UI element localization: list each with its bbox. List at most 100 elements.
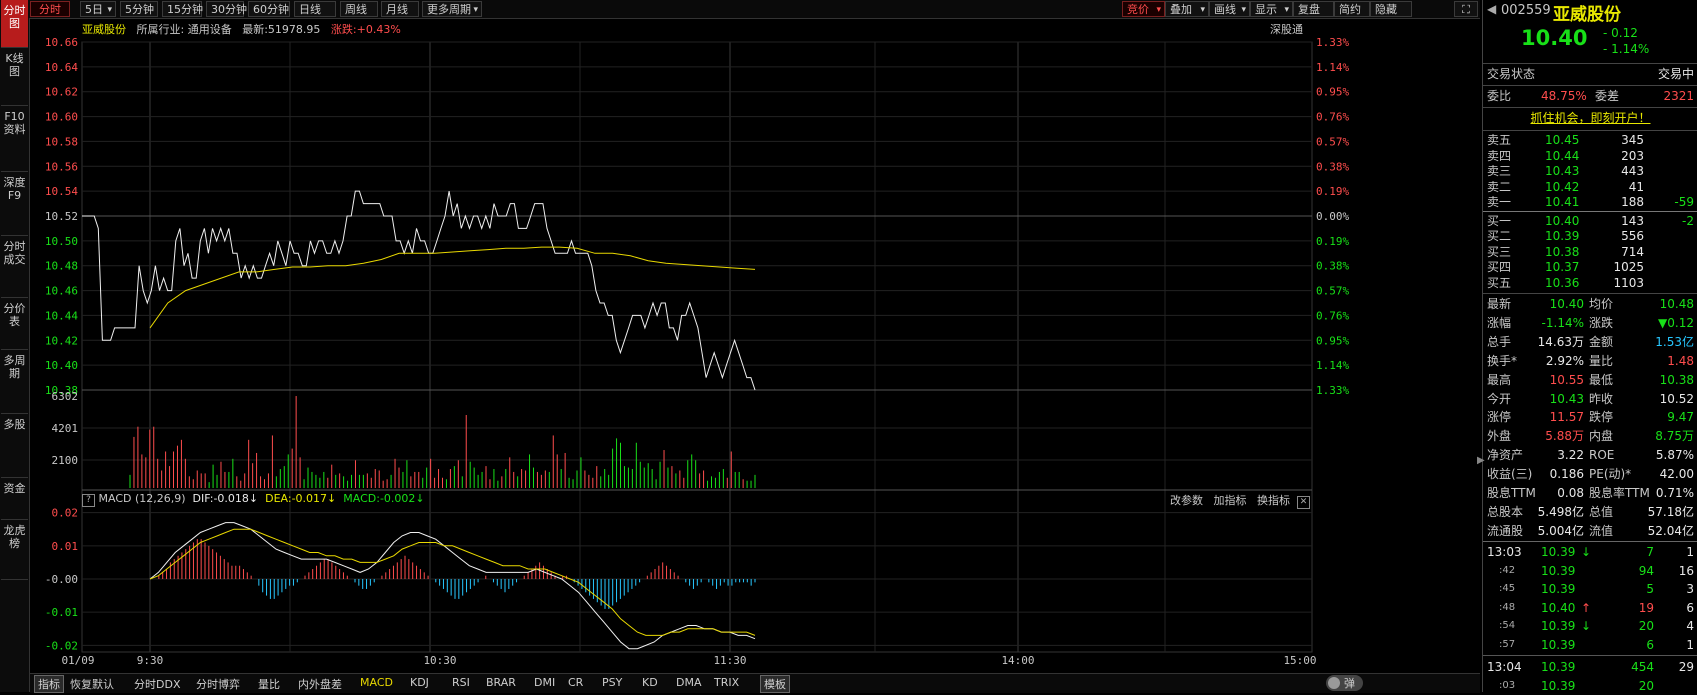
stat-label: 金额 bbox=[1589, 334, 1614, 349]
trade-count: 6 bbox=[1686, 600, 1694, 615]
bid-price: 10.37 bbox=[1545, 260, 1580, 274]
indicator-tab-7[interactable]: KDJ bbox=[410, 676, 429, 689]
stat-value: 2.92% bbox=[1545, 353, 1584, 368]
period-tab-7[interactable]: 周线 bbox=[340, 1, 378, 17]
close-icon[interactable]: ✕ bbox=[1297, 496, 1310, 509]
edit-params-button[interactable]: 改参数 bbox=[1170, 494, 1203, 507]
help-icon[interactable]: ? bbox=[82, 494, 95, 507]
indicator-tab-9[interactable]: BRAR bbox=[486, 676, 516, 689]
view-tab-资金[interactable]: 资金 bbox=[1, 478, 28, 520]
pct-tick-label: 0.19% bbox=[1316, 235, 1349, 248]
stat-value: 0.71% bbox=[1655, 486, 1694, 500]
indicator-tab-4[interactable]: 量比 bbox=[258, 678, 280, 691]
trade-volume: 454 bbox=[1631, 660, 1654, 674]
trade-row: 13:03 10.39 ↓ 7 1 bbox=[1483, 543, 1697, 561]
ask-label: 卖三 bbox=[1487, 164, 1512, 178]
indicator-tab-10[interactable]: DMI bbox=[534, 676, 556, 689]
stats-row: 股息TTM 0.08 股息率TTM 0.71% bbox=[1483, 484, 1697, 502]
price-tick-label: 10.40 bbox=[45, 359, 78, 372]
indicator-tab-3[interactable]: 分时博弈 bbox=[196, 678, 240, 691]
view-tab-1[interactable]: 叠加 ▾ bbox=[1165, 1, 1209, 17]
indicator-tab-12[interactable]: PSY bbox=[602, 676, 623, 689]
view-tab-分时成交[interactable]: 分时成交 bbox=[1, 236, 28, 298]
switch-indicator-button[interactable]: 换指标 bbox=[1257, 494, 1290, 507]
view-tab-K线图[interactable]: K线图 bbox=[1, 48, 28, 106]
indicator-tab-5[interactable]: 内外盘差 bbox=[298, 678, 342, 691]
pct-tick-label: 0.38% bbox=[1316, 260, 1349, 273]
add-indicator-button[interactable]: 加指标 bbox=[1213, 494, 1247, 507]
period-tab-1[interactable]: 5日 ▾ bbox=[80, 1, 116, 17]
macd-tick-label: -0.01 bbox=[45, 606, 78, 619]
book-divider bbox=[1483, 211, 1697, 212]
current-price: 10.40 bbox=[1521, 26, 1588, 50]
time-tick-label: 15:00 bbox=[1283, 654, 1316, 667]
trade-direction-icon: ↓ bbox=[1581, 619, 1592, 633]
stat-label: 流值 bbox=[1589, 523, 1614, 538]
indicator-tab-14[interactable]: DMA bbox=[676, 676, 702, 689]
indicator-tab-6[interactable]: MACD bbox=[360, 676, 393, 689]
view-tab-多周期[interactable]: 多周期 bbox=[1, 350, 28, 414]
indicator-tab-13[interactable]: KD bbox=[642, 676, 658, 689]
indicator-tab-15[interactable]: TRIX bbox=[714, 676, 740, 689]
back-icon[interactable]: ◀ bbox=[1487, 2, 1497, 16]
chevron-down-icon: ▾ bbox=[1241, 5, 1246, 15]
price-tick-label: 10.56 bbox=[45, 160, 78, 173]
macd-value-label: MACD:-0.002↓ bbox=[343, 492, 425, 505]
macd-header: ? MACD (12,26,9) DIF:-0.018↓ DEA:-0.017↓… bbox=[82, 492, 425, 507]
period-tab-4[interactable]: 30分钟 bbox=[206, 1, 247, 17]
view-tab-分时图[interactable]: 分时图 bbox=[1, 0, 28, 48]
period-tab-8[interactable]: 月线 bbox=[381, 1, 419, 17]
period-tab-2[interactable]: 5分钟 bbox=[120, 1, 158, 17]
view-tab-3[interactable]: 显示 ▾ bbox=[1250, 1, 1293, 17]
view-tab-4[interactable]: 复盘 bbox=[1293, 1, 1334, 17]
view-tab-2[interactable]: 画线 ▾ bbox=[1209, 1, 1250, 17]
view-tab-龙虎榜[interactable]: 龙虎榜 bbox=[1, 520, 28, 580]
exchange-label: 深股通 bbox=[1270, 23, 1303, 36]
bid-price: 10.38 bbox=[1545, 244, 1580, 259]
view-tab-分价表[interactable]: 分价表 bbox=[1, 298, 28, 350]
macd-tick-label: -0.02 bbox=[45, 639, 78, 652]
indicator-tab-8[interactable]: RSI bbox=[452, 676, 470, 689]
view-tab-F10资料[interactable]: F10资料 bbox=[1, 106, 28, 172]
quote-panel: ◀ 002559 亚威股份 10.40 - 0.12 - 1.14% 交易状态 … bbox=[1477, 0, 1697, 693]
industry-label: 所属行业: 通用设备 bbox=[136, 23, 232, 36]
indicator-tab-1[interactable]: 恢复默认 bbox=[70, 678, 114, 691]
stat-label: 量比 bbox=[1589, 353, 1614, 368]
dif-line bbox=[149, 522, 756, 650]
stats-row: 总股本 5.498亿 总值 57.18亿 bbox=[1483, 503, 1697, 521]
stat-label: 涨停 bbox=[1487, 410, 1512, 425]
indicator-tab-2[interactable]: 分时DDX bbox=[134, 678, 181, 691]
open-account-banner[interactable]: 抓住机会，即刻开户！ bbox=[1530, 111, 1651, 125]
view-tab-5[interactable]: 简约 bbox=[1334, 1, 1370, 17]
price-line bbox=[82, 190, 756, 391]
period-tab-9[interactable]: 更多周期 ▾ bbox=[422, 1, 482, 17]
plot-frame bbox=[81, 41, 1313, 653]
stat-value: -1.14% bbox=[1541, 315, 1584, 330]
trade-price: 10.39 bbox=[1541, 545, 1576, 559]
bid-label: 买二 bbox=[1487, 229, 1512, 243]
period-tab-5[interactable]: 60分钟 bbox=[248, 1, 290, 17]
chevron-down-icon: ▾ bbox=[473, 5, 478, 15]
bid-row: 买一 10.40 143 -2 bbox=[1483, 214, 1697, 229]
view-tab-6[interactable]: 隐藏 bbox=[1370, 1, 1412, 17]
period-tab-0[interactable]: 分时 bbox=[30, 1, 70, 17]
view-tab-深度F9[interactable]: 深度F9 bbox=[1, 172, 28, 236]
period-tab-3[interactable]: 15分钟 bbox=[162, 1, 203, 17]
collapse-icon[interactable]: ▶ bbox=[1477, 455, 1485, 466]
popup-toggle[interactable]: 弹 bbox=[1326, 675, 1363, 691]
indicator-tab-11[interactable]: CR bbox=[568, 676, 584, 689]
time-tick-label: 01/09 bbox=[61, 654, 94, 667]
view-tab-0[interactable]: 竞价 ▾ bbox=[1122, 1, 1165, 17]
price-tick-label: 10.46 bbox=[45, 285, 78, 298]
fullscreen-icon[interactable]: ⛶ bbox=[1454, 1, 1478, 17]
indicator-tab-16[interactable]: 模板 bbox=[760, 675, 790, 693]
ask-label: 卖四 bbox=[1487, 148, 1512, 163]
indicator-controls: 改参数 加指标 换指标 ✕ bbox=[1170, 492, 1310, 509]
view-tab-多股[interactable]: 多股 bbox=[1, 414, 28, 478]
period-tab-6[interactable]: 日线 bbox=[294, 1, 336, 17]
indicator-tab-0[interactable]: 指标 bbox=[34, 675, 64, 693]
stat-value: 10.43 bbox=[1549, 391, 1584, 406]
trade-direction-icon: ↑ bbox=[1581, 600, 1592, 615]
chart-svg[interactable]: 10.66 1.33% 10.64 1.14% 10.62 0.95% 10.60 0.76%… bbox=[30, 18, 1480, 672]
trade-price: 10.39 bbox=[1541, 582, 1576, 596]
